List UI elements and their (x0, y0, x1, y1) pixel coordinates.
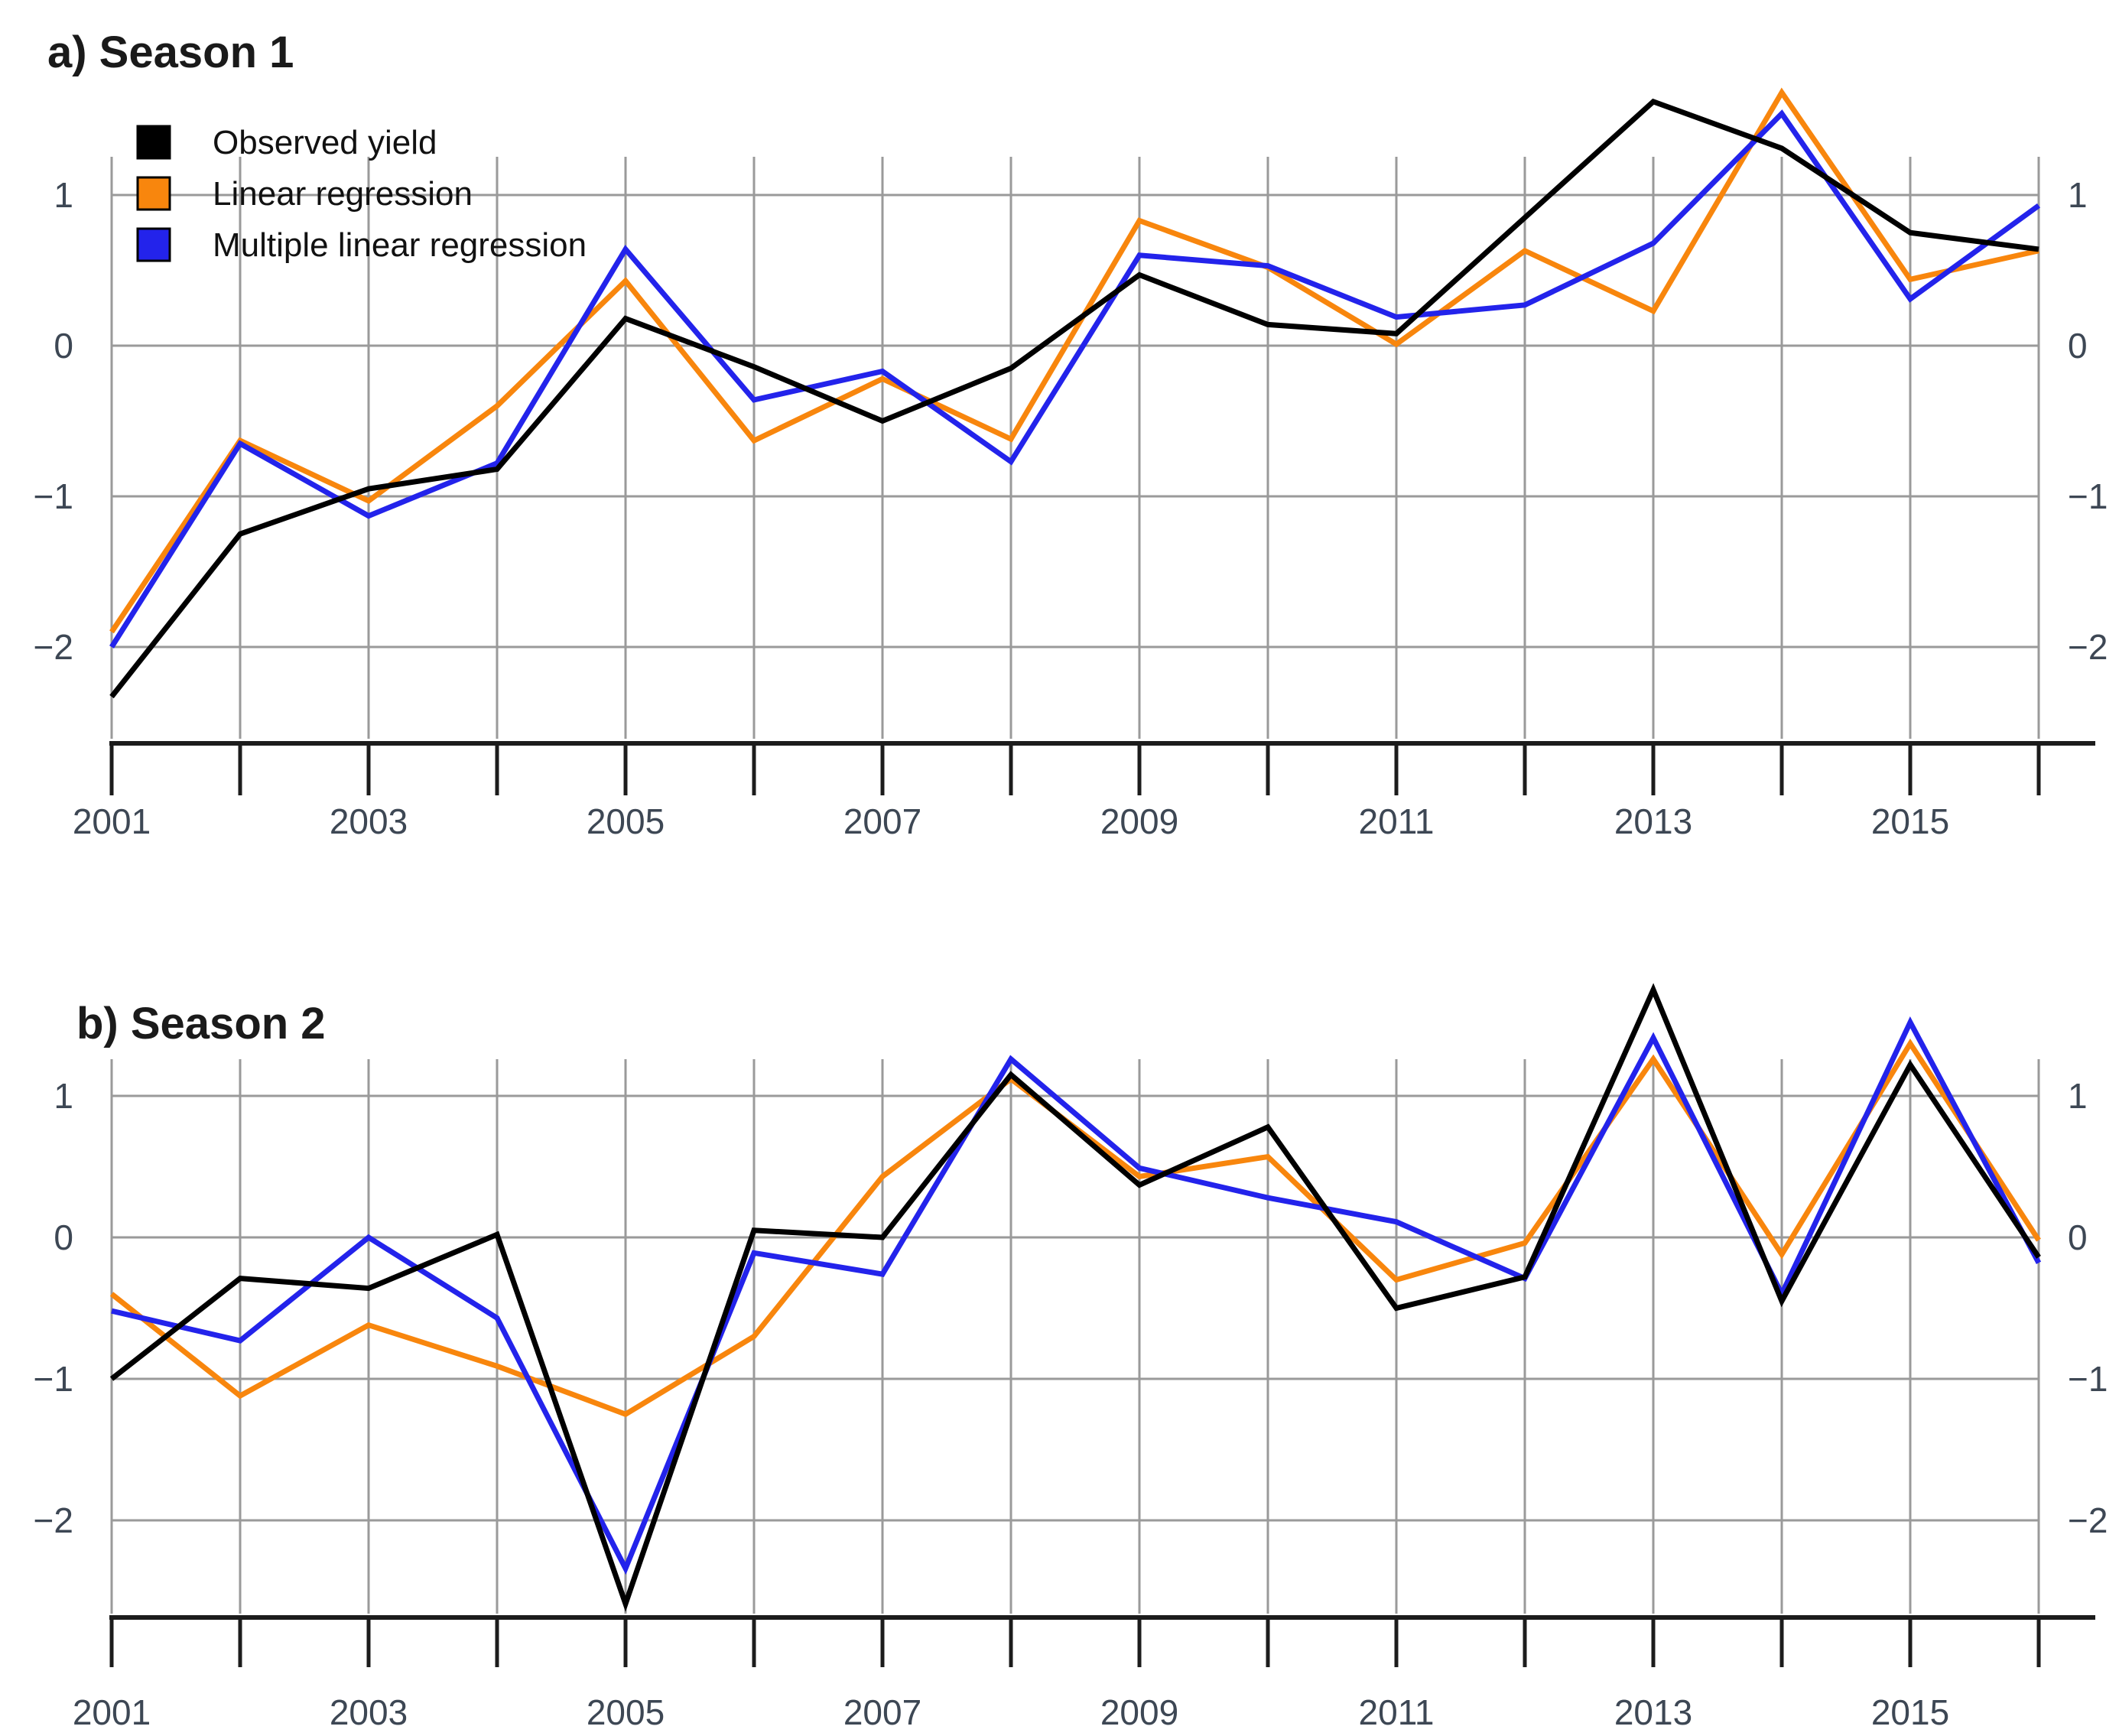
legend-label-linear: Linear regression (213, 175, 473, 213)
x-tick-label: 2001 (73, 1692, 151, 1732)
panel-b-x-axis (109, 1615, 2095, 1667)
y-tick-label-left: −2 (34, 1500, 73, 1540)
x-tick-label: 2009 (1100, 801, 1178, 841)
x-tick-label: 2013 (1614, 1692, 1692, 1732)
y-tick-label-right: −2 (2068, 1500, 2108, 1540)
panel-season2: 2001 2003 2005 2007 2009 2011 2013 2015 1 1 0 0 −1 −1… (34, 983, 2108, 1732)
panel-a-x-axis (109, 741, 2095, 795)
x-tick-label: 2011 (1359, 801, 1435, 841)
y-tick-label-right: 0 (2068, 1217, 2088, 1257)
y-tick-label-right: −1 (2068, 476, 2108, 516)
x-tick-label: 2007 (843, 1692, 921, 1732)
panel-b-series (109, 983, 2042, 1612)
panel-season1: 2001 2003 2005 2007 2009 2011 2013 2015 1 1 0 0 −1 −1… (34, 28, 2108, 841)
legend-item-multiple: Multiple linear regression (136, 226, 587, 264)
series-line-observed-yield (109, 98, 2039, 699)
y-tick-label-right: −2 (2068, 627, 2108, 667)
legend-label-multiple: Multiple linear regression (213, 226, 587, 264)
y-tick-label-left: −2 (34, 627, 73, 667)
panel-b-title: b) Season 2 (76, 999, 326, 1048)
legend-item-linear: Linear regression (136, 175, 473, 213)
y-tick-label-right: −1 (2068, 1359, 2108, 1399)
panel-a-series (109, 87, 2041, 699)
legend-swatch-linear (136, 176, 171, 211)
x-tick-label: 2015 (1871, 801, 1949, 841)
y-tick-label-left: −1 (34, 476, 73, 516)
y-tick-label-left: 0 (54, 326, 73, 366)
x-tick-label: 2005 (587, 1692, 665, 1732)
legend-swatch-multiple (136, 227, 171, 262)
x-tick-label: 2007 (843, 801, 921, 841)
y-tick-label-left: 1 (54, 175, 73, 215)
y-tick-label-right: 1 (2068, 175, 2088, 215)
legend-label-observed: Observed yield (213, 124, 437, 161)
legend: Observed yield Linear regression Multipl… (136, 124, 587, 264)
y-tick-label-left: −1 (34, 1359, 73, 1399)
panel-a-axis-labels: 2001 2003 2005 2007 2009 2011 2013 2015 1 1 0 0 −1 −1… (34, 175, 2108, 841)
legend-swatch-observed (136, 125, 171, 160)
y-tick-label-left: 1 (54, 1076, 73, 1116)
x-tick-label: 2003 (330, 801, 408, 841)
legend-item-observed: Observed yield (136, 124, 437, 161)
x-tick-label: 2005 (587, 801, 665, 841)
series-line-multiple-linear-regression (109, 109, 2041, 649)
y-tick-label-right: 1 (2068, 1076, 2088, 1116)
x-tick-label: 2013 (1614, 801, 1692, 841)
panel-b-axis-labels: 2001 2003 2005 2007 2009 2011 2013 2015 1 1 0 0 −1 −1… (34, 1076, 2108, 1732)
panel-a-grid (110, 157, 2040, 739)
x-tick-label: 2003 (330, 1692, 408, 1732)
series-line-observed-yield (109, 983, 2041, 1612)
y-tick-label-left: 0 (54, 1217, 73, 1257)
x-tick-label: 2011 (1359, 1692, 1435, 1732)
y-tick-label-right: 0 (2068, 326, 2088, 366)
x-tick-label: 2015 (1871, 1692, 1949, 1732)
panel-a-title: a) Season 1 (47, 28, 294, 77)
series-line-multiple-linear-regression (111, 1016, 2042, 1575)
x-tick-label: 2009 (1100, 1692, 1178, 1732)
series-line-linear-regression (109, 87, 2039, 634)
x-tick-label: 2001 (73, 801, 151, 841)
